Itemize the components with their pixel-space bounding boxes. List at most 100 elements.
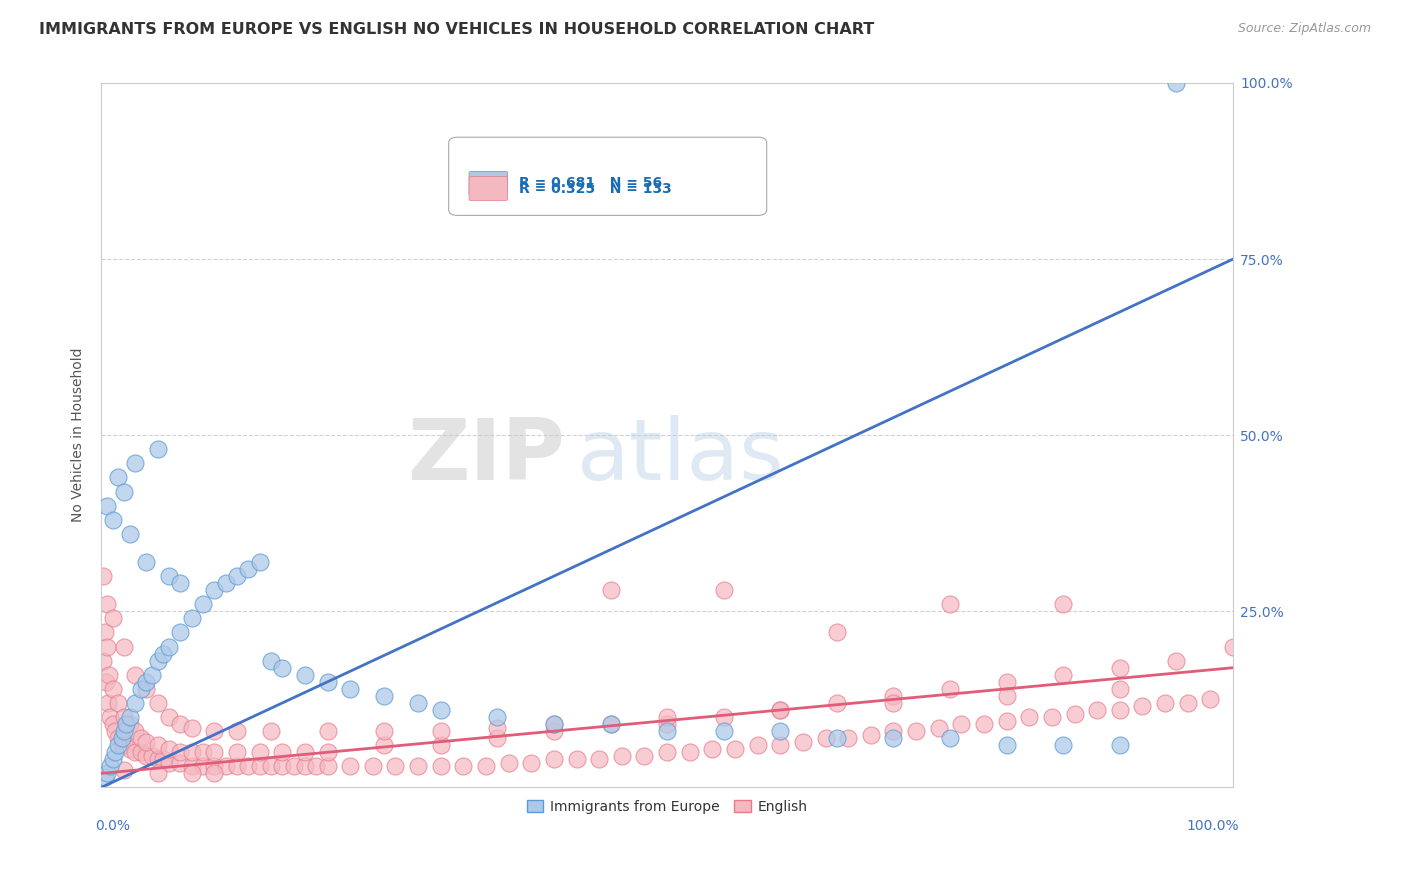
Point [565,752,588,766]
Text: 0.0%: 0.0% [96,819,131,833]
Point [202,583,225,598]
Point [112,710,135,724]
Point [124,724,146,739]
Point [202,759,225,773]
Point [599,717,621,731]
Point [995,738,1018,752]
Point [882,696,904,710]
Point [93,770,115,784]
Point [101,717,124,731]
Point [112,738,135,752]
Point [769,703,792,717]
Point [429,759,451,773]
Point [226,724,249,739]
Point [1154,696,1177,710]
Point [316,745,339,759]
Point [169,745,191,759]
Point [146,738,169,752]
Point [135,555,157,569]
Point [294,667,316,681]
Point [486,710,509,724]
Point [101,681,124,696]
Point [633,748,655,763]
Point [202,745,225,759]
Point [747,738,769,752]
Text: atlas: atlas [576,415,785,498]
Point [453,759,475,773]
Point [384,759,406,773]
Point [814,731,837,746]
Point [543,717,565,731]
Point [98,710,121,724]
Point [157,710,180,724]
Point [373,738,395,752]
Point [1108,681,1130,696]
Point [882,724,904,739]
Point [180,745,202,759]
Point [769,738,792,752]
Point [135,734,157,748]
Point [157,569,180,583]
Point [1199,692,1222,706]
Point [1063,706,1085,721]
Point [152,647,174,661]
Point [97,696,120,710]
Text: R = 0.681   N = 56: R = 0.681 N = 56 [519,177,662,190]
Point [180,766,202,780]
Point [1108,661,1130,675]
Point [655,745,678,759]
Point [135,674,157,689]
Point [1108,703,1130,717]
Point [1132,699,1154,714]
Point [180,611,202,625]
Point [129,731,152,746]
Point [373,724,395,739]
Point [825,696,848,710]
Point [96,766,118,780]
Point [1052,738,1074,752]
Point [713,583,735,598]
Point [96,597,118,611]
Point [215,576,238,591]
Point [316,759,339,773]
Point [129,745,152,759]
Point [146,696,169,710]
Point [339,759,361,773]
Point [339,681,361,696]
Point [486,721,509,735]
Point [169,625,191,640]
Point [169,717,191,731]
Point [157,640,180,654]
FancyBboxPatch shape [470,171,508,195]
Point [655,724,678,739]
Point [543,724,565,739]
Point [588,752,610,766]
Point [271,745,294,759]
Point [260,724,283,739]
Point [191,745,214,759]
Point [110,731,132,746]
Point [610,748,633,763]
Point [1108,738,1130,752]
Point [157,741,180,756]
Point [882,731,904,746]
Point [226,745,249,759]
Point [973,717,995,731]
Point [792,734,814,748]
Point [249,555,271,569]
Point [112,640,135,654]
Point [995,714,1018,728]
Point [1040,710,1063,724]
Point [107,731,129,746]
Point [135,681,157,696]
Point [107,470,129,484]
Point [1222,640,1244,654]
Point [599,717,621,731]
Point [238,562,260,576]
Point [859,728,882,742]
FancyBboxPatch shape [470,177,508,201]
Point [249,745,271,759]
Point [129,681,152,696]
Point [141,667,163,681]
Point [191,759,214,773]
